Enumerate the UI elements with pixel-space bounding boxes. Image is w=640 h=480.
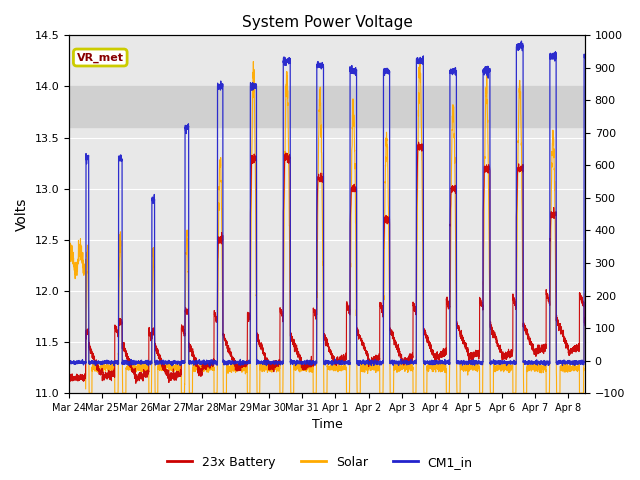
Y-axis label: Volts: Volts	[15, 198, 29, 231]
Title: System Power Voltage: System Power Voltage	[241, 15, 412, 30]
Text: VR_met: VR_met	[77, 52, 124, 63]
Legend: 23x Battery, Solar, CM1_in: 23x Battery, Solar, CM1_in	[163, 451, 477, 474]
X-axis label: Time: Time	[312, 419, 342, 432]
Bar	[69, 86, 585, 127]
